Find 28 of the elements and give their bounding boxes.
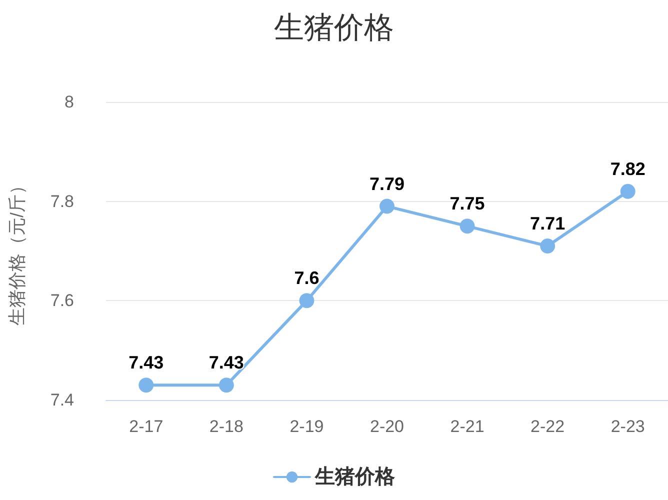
point xyxy=(540,238,556,254)
y-tick-label: 7.4 xyxy=(50,390,74,410)
point xyxy=(460,218,475,234)
data-label: 7.79 xyxy=(369,174,405,194)
data-label: 7.75 xyxy=(450,194,485,214)
y-tick-label: 7.8 xyxy=(50,192,74,211)
x-tick-label: 2-22 xyxy=(530,417,565,436)
point xyxy=(380,198,394,214)
point xyxy=(218,378,234,393)
point xyxy=(620,184,636,199)
data-label: 7.43 xyxy=(128,352,164,373)
y-axis-title: 生猪价格（元/斤） xyxy=(7,176,27,326)
x-tick-label: 2-19 xyxy=(290,417,324,436)
data-label: 7.82 xyxy=(610,158,646,179)
x-tick-label: 2-20 xyxy=(370,417,404,436)
x-tick-label: 2-18 xyxy=(209,417,244,436)
y-tick-label: 7.6 xyxy=(50,291,74,310)
point xyxy=(138,378,154,393)
x-tick-label: 2-21 xyxy=(450,417,484,436)
point xyxy=(299,293,314,308)
data-label: 7.71 xyxy=(530,214,566,234)
x-tick-label: 2-17 xyxy=(129,417,164,436)
data-label: 7.6 xyxy=(294,268,320,288)
chart-title: 生猪价格 xyxy=(274,12,394,44)
data-label: 7.43 xyxy=(208,352,244,373)
y-tick-label: 8 xyxy=(64,92,74,112)
legend-label: 生猪价格 xyxy=(314,466,396,488)
x-tick-label: 2-23 xyxy=(610,417,645,436)
